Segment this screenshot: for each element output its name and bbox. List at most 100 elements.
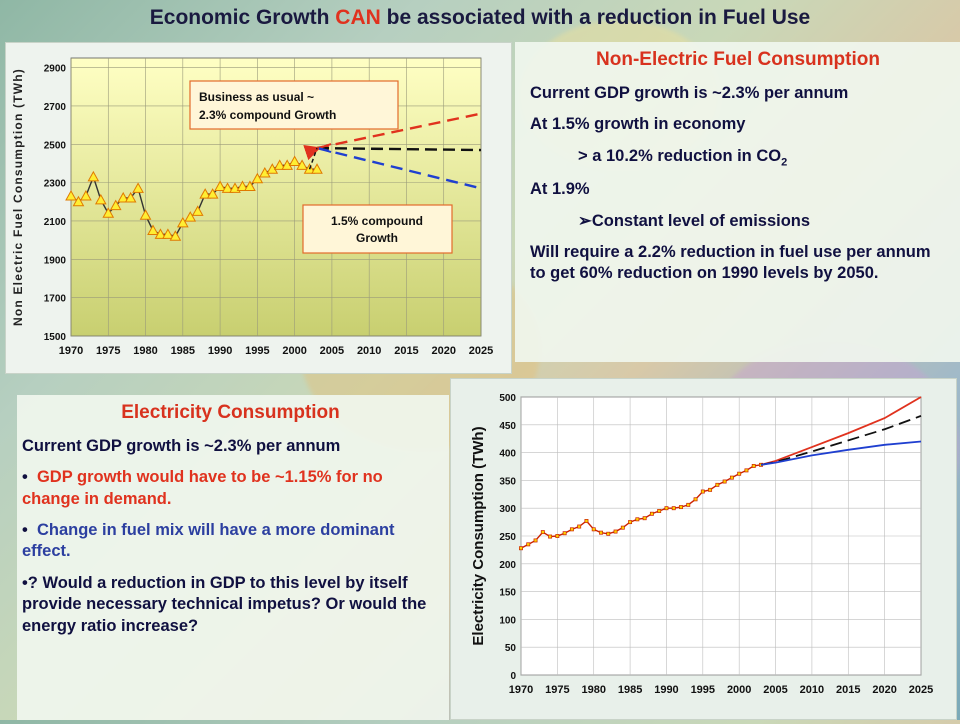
- y-tick-label: 2900: [44, 64, 67, 75]
- data-point-marker: [244, 180, 256, 191]
- bau-annotation-box: [189, 80, 399, 130]
- y-axis-label: Electricity Consumption (TWh): [470, 426, 487, 645]
- y-tick-label: 2300: [44, 179, 67, 190]
- low-growth-annotation-line1: 1.5% compound: [331, 214, 423, 228]
- electricity-bullet2: • Change in fuel mix will have a more do…: [22, 520, 439, 563]
- data-point-marker: [154, 228, 167, 239]
- series-historical-line: [520, 464, 762, 549]
- y-tick-label: 100: [499, 615, 516, 626]
- data-point-marker: [526, 542, 531, 547]
- x-tick-label: 2000: [727, 684, 751, 696]
- data-point-marker: [649, 511, 654, 516]
- y-tick-label: 300: [499, 504, 516, 515]
- y-tick-label: 350: [499, 476, 516, 487]
- data-point-marker: [722, 479, 727, 484]
- data-point-marker: [65, 190, 77, 201]
- data-point-marker: [729, 475, 734, 480]
- data-point-marker: [548, 534, 553, 539]
- y-tick-label: 450: [499, 421, 516, 432]
- data-point-marker: [751, 463, 756, 468]
- electricity-line1: Current GDP growth is ~2.3% per annum: [22, 436, 341, 455]
- x-tick-label: 1970: [509, 684, 533, 696]
- x-tick-label: 2010: [357, 345, 381, 357]
- arrow-bullet-icon: ➢: [578, 211, 592, 230]
- x-tick-label: 2020: [431, 345, 455, 357]
- data-point-marker: [737, 471, 742, 476]
- data-point-marker: [657, 509, 662, 513]
- y-tick-label: 2700: [44, 102, 67, 113]
- low-arrow: [318, 147, 332, 154]
- data-point-marker: [628, 520, 633, 525]
- data-point-marker: [132, 182, 144, 193]
- data-point-marker: [569, 527, 574, 532]
- x-tick-label: 2015: [394, 345, 418, 357]
- series-bau-line: [760, 396, 922, 466]
- electricity-bullet3: •? Would a reduction in GDP to this leve…: [22, 573, 439, 637]
- non-electric-heading: Non-Electric Fuel Consumption: [596, 49, 880, 70]
- y-tick-label: 50: [505, 643, 517, 654]
- y-tick-label: 0: [510, 671, 516, 682]
- data-point-marker: [102, 207, 115, 218]
- y-tick-label: 250: [499, 532, 516, 543]
- y-tick-label: 2500: [44, 140, 67, 151]
- non-electric-line4: At 1.9%: [530, 180, 590, 199]
- bau-arrow: [303, 143, 332, 161]
- bau-annotation-line1: Business as usual ~: [199, 90, 314, 104]
- data-point-marker: [117, 191, 130, 203]
- data-point-marker: [273, 159, 286, 170]
- data-point-marker: [162, 228, 174, 239]
- series-bau-line: [316, 112, 482, 150]
- x-tick-label: 2000: [282, 345, 306, 357]
- y-tick-label: 1700: [44, 294, 67, 305]
- data-point-marker: [686, 502, 691, 507]
- data-point-marker: [169, 230, 182, 241]
- electricity-bullet1: • GDP growth would have to be ~1.15% for…: [22, 467, 439, 510]
- data-point-marker: [555, 534, 560, 538]
- x-tick-label: 2020: [872, 684, 896, 696]
- y-tick-label: 1900: [44, 255, 67, 266]
- constant-emissions-text: Constant level of emissions: [591, 211, 811, 230]
- data-point-marker: [124, 191, 137, 203]
- non-electric-line3: > a 10.2% reduction in CO2: [530, 146, 946, 170]
- x-tick-label: 1995: [691, 684, 715, 696]
- data-point-marker: [577, 524, 582, 529]
- data-point-marker: [540, 530, 545, 535]
- data-point-marker: [744, 468, 749, 473]
- data-point-marker: [664, 506, 669, 511]
- data-point-marker: [221, 182, 234, 193]
- low-growth-annotation-line2: Growth: [356, 231, 398, 245]
- non-electric-line5: ➢Constant level of emissions: [530, 211, 946, 232]
- data-point-marker: [72, 195, 85, 207]
- x-tick-label: 1975: [96, 345, 120, 357]
- non-electric-line2: At 1.5% growth in economy: [530, 115, 746, 134]
- low-growth-annotation-box: [302, 204, 453, 254]
- bullet-icon: •: [22, 573, 28, 592]
- data-point-marker: [519, 546, 523, 551]
- fuel-mix-text: Change in fuel mix will have a more domi…: [22, 521, 395, 561]
- data-point-marker: [533, 538, 538, 543]
- x-tick-label: 2015: [836, 684, 860, 696]
- data-point-marker: [296, 159, 308, 170]
- y-tick-label: 500: [499, 393, 516, 404]
- y-tick-label: 200: [499, 560, 516, 571]
- data-point-marker: [591, 527, 596, 532]
- data-point-marker: [708, 487, 713, 492]
- y-tick-label: 150: [499, 588, 516, 599]
- data-point-marker: [715, 482, 720, 487]
- data-point-marker: [236, 180, 249, 191]
- data-point-marker: [635, 517, 640, 522]
- bullet-icon: •: [22, 468, 37, 487]
- data-point-marker: [176, 216, 189, 228]
- x-tick-label: 2005: [320, 345, 344, 357]
- slide-title: Economic Growth CAN be associated with a…: [0, 6, 960, 30]
- bau-annotation-line2: 2.3% compound Growth: [199, 108, 336, 122]
- connector-line: [308, 147, 318, 170]
- data-point-marker: [288, 155, 301, 167]
- x-tick-label: 1985: [618, 684, 642, 696]
- non-electric-chart: 1970 1975 1980 1985 1990 1995 2000 2005 2010 2015…: [11, 57, 493, 357]
- data-point-marker: [206, 188, 219, 199]
- series-low-line: [316, 146, 482, 190]
- data-point-marker: [139, 209, 152, 220]
- electricity-text-panel: Electricity Consumption Current GDP grow…: [17, 395, 449, 720]
- series-flat-line: [316, 146, 482, 152]
